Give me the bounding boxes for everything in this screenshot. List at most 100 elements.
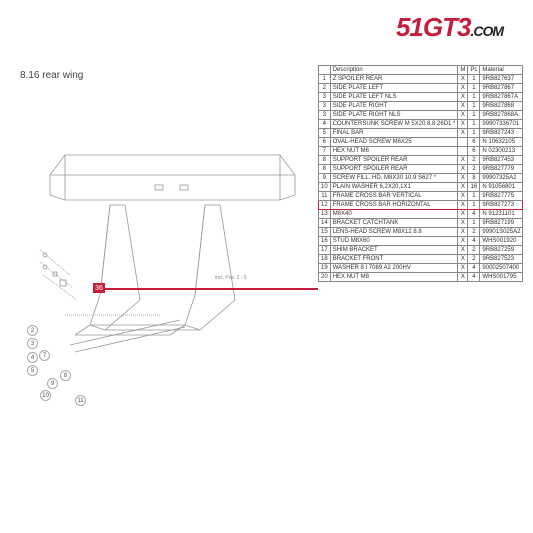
- col-desc: Description: [330, 66, 458, 75]
- cell-m: X: [458, 255, 468, 264]
- cell-mat: 9RB827868: [480, 102, 523, 111]
- cell-n: 20: [319, 273, 331, 282]
- table-row: 1Z SPOILER REARX19RB827637: [319, 75, 523, 84]
- cell-desc: SUPPORT SPOILER REAR: [330, 165, 458, 174]
- cell-m: X: [458, 183, 468, 192]
- cell-pc: 1: [468, 102, 480, 111]
- cell-n: 19: [319, 264, 331, 273]
- cell-desc: FRAME CROSS BAR HORIZONTAL: [330, 201, 458, 210]
- cell-desc: FRAME CROSS BAR VERTICAL: [330, 192, 458, 201]
- cell-n: 3: [319, 102, 331, 111]
- cell-m: X: [458, 156, 468, 165]
- cell-pc: 2: [468, 255, 480, 264]
- parts-table: Description M Pc Material 1Z SPOILER REA…: [318, 65, 523, 282]
- logo-suffix: .COM: [470, 23, 503, 39]
- cell-m: X: [458, 75, 468, 84]
- cell-n: 13: [319, 210, 331, 219]
- cell-m: X: [458, 219, 468, 228]
- table-row: 8SUPPORT SPOILER REARX29RB827453: [319, 156, 523, 165]
- cell-desc: PLAIN WASHER 6,2X20,1X1: [330, 183, 458, 192]
- cell-pc: 4: [468, 273, 480, 282]
- cell-m: X: [458, 246, 468, 255]
- cell-m: X: [458, 228, 468, 237]
- cell-mat: N 02300213: [480, 147, 523, 156]
- cell-pc: 1: [468, 120, 480, 129]
- part-label-5: 5: [27, 365, 38, 376]
- cell-pc: 4: [468, 210, 480, 219]
- cell-mat: 99907325A2: [480, 174, 523, 183]
- callout-box-12: 36: [93, 283, 105, 293]
- cell-pc: 2: [468, 156, 480, 165]
- table-row: 12FRAME CROSS BAR HORIZONTALX19RB827273: [319, 201, 523, 210]
- cell-desc: SHIM BRACKET: [330, 246, 458, 255]
- cell-mat: 9RB827199: [480, 219, 523, 228]
- cell-pc: 1: [468, 75, 480, 84]
- cell-mat: 9RB827868A: [480, 111, 523, 120]
- cell-mat: 9RB827867A: [480, 93, 523, 102]
- col-m: M: [458, 66, 468, 75]
- cell-mat: N 91056801: [480, 183, 523, 192]
- cell-m: X: [458, 273, 468, 282]
- table-row: 13M8X40X4N 91231101: [319, 210, 523, 219]
- cell-desc: M8X40: [330, 210, 458, 219]
- brand-logo: 51GT3.COM: [396, 12, 503, 43]
- table-row: 9SCREW FILL. HD. M8X30 10.9 S627 *X89990…: [319, 174, 523, 183]
- cell-mat: 9RB827867: [480, 84, 523, 93]
- cell-n: 9: [319, 174, 331, 183]
- part-label-8: 8: [60, 370, 71, 381]
- cell-n: 12: [319, 201, 331, 210]
- cell-pc: 1: [468, 192, 480, 201]
- cell-pc: 6: [468, 147, 480, 156]
- cell-m: X: [458, 192, 468, 201]
- cell-desc: SIDE PLATE LEFT NLS: [330, 93, 458, 102]
- cell-m: X: [458, 120, 468, 129]
- part-label-10: 10: [40, 390, 51, 401]
- cell-mat: 9RB827779: [480, 165, 523, 174]
- cell-mat: WHS001920: [480, 237, 523, 246]
- cell-n: 1: [319, 75, 331, 84]
- cell-m: X: [458, 165, 468, 174]
- cell-desc: Z SPOILER REAR: [330, 75, 458, 84]
- cell-desc: SIDE PLATE RIGHT: [330, 102, 458, 111]
- cell-pc: 2: [468, 246, 480, 255]
- table-row: 6OVAL-HEAD SCREW M6X256N 10632105: [319, 138, 523, 147]
- cell-n: 4: [319, 120, 331, 129]
- cell-mat: N 10632105: [480, 138, 523, 147]
- cell-pc: 16: [468, 183, 480, 192]
- table-row: 19WASHER 8 I 7089 A2 200HVX490002507400: [319, 264, 523, 273]
- table-row: 15LENS-HEAD SCREW M8X12 8.8X299901S025A2: [319, 228, 523, 237]
- cell-m: [458, 147, 468, 156]
- cell-m: X: [458, 264, 468, 273]
- cell-m: [458, 138, 468, 147]
- cell-desc: STUD M8X60: [330, 237, 458, 246]
- cell-mat: 90002507400: [480, 264, 523, 273]
- table-row: 18BRACKET FRONTX29RB827523: [319, 255, 523, 264]
- cell-n: 2: [319, 84, 331, 93]
- cell-desc: SIDE PLATE RIGHT NLS: [330, 111, 458, 120]
- cell-desc: SUPPORT SPOILER REAR: [330, 156, 458, 165]
- cell-desc: COUNTERSUNK SCREW M 5X20 8.8 26D1 *: [330, 120, 458, 129]
- table-row: 11FRAME CROSS BAR VERTICALX19RB827775: [319, 192, 523, 201]
- cell-pc: 1: [468, 111, 480, 120]
- table-row: 7HEX NUT M66N 02300213: [319, 147, 523, 156]
- cell-mat: 9RB827637: [480, 75, 523, 84]
- cell-n: 3: [319, 111, 331, 120]
- section-title: 8.16 rear wing: [20, 70, 83, 81]
- cell-desc: BRACKET CATCHTANK: [330, 219, 458, 228]
- cell-pc: 1: [468, 129, 480, 138]
- table-row: 16STUD M8X60X4WHS001920: [319, 237, 523, 246]
- cell-pc: 1: [468, 219, 480, 228]
- cell-mat: 9RB827273: [480, 201, 523, 210]
- cell-mat: 9RB827243: [480, 129, 523, 138]
- table-row: 20HEX NUT M8X4WHS001795: [319, 273, 523, 282]
- cell-desc: WASHER 8 I 7089 A2 200HV: [330, 264, 458, 273]
- table-row: 2SIDE PLATE LEFTX19RB827867: [319, 84, 523, 93]
- table-row: 3SIDE PLATE RIGHTX19RB827868: [319, 102, 523, 111]
- col-material: Material: [480, 66, 523, 75]
- cell-n: 6: [319, 138, 331, 147]
- cell-pc: 4: [468, 237, 480, 246]
- part-label-2: 2: [27, 325, 38, 336]
- table-row: 17SHIM BRACKETX29RB827259: [319, 246, 523, 255]
- table-header-row: Description M Pc Material: [319, 66, 523, 75]
- cell-n: 18: [319, 255, 331, 264]
